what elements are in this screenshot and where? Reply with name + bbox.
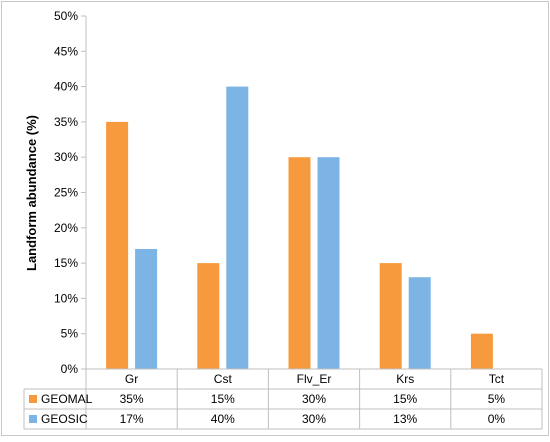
y-tick-label: 25% [54,186,78,200]
bar-geomal-flv_er [288,157,311,369]
bars [106,86,493,370]
bar-geomal-cst [197,263,220,369]
y-axis-ticks: 0% 5% 10% 15% 20% 25% 30% 35% 40% 45% 50% [54,9,87,376]
y-tick-label: 40% [54,80,78,94]
bar-geomal-gr [106,121,129,370]
data-table: Gr Cst Flv_Er Krs Tct GEOMAL 35% 15% 30% 15% 5% GEO… [23,368,543,430]
y-tick-label: 35% [54,115,78,129]
bar-geosic-krs [408,277,431,369]
bar-geomal-tct [470,333,493,369]
table-value: 30% [302,412,326,426]
table-value: 15% [393,392,417,406]
table-value: 13% [393,412,417,426]
bar-geomal-krs [379,263,402,369]
y-tick-label: 30% [54,150,78,164]
table-value: 40% [211,412,235,426]
x-category-label: Flv_Er [297,372,332,386]
table-value: 35% [120,392,144,406]
legend-label-geosic: GEOSIC [41,412,88,426]
x-category-label: Gr [125,372,138,386]
x-category-label: Krs [396,372,414,386]
table-value: 17% [120,412,144,426]
y-tick-label: 10% [54,291,78,305]
y-tick-label: 50% [54,9,78,23]
x-category-label: Cst [214,372,233,386]
bar-geosic-gr [135,248,158,369]
table-value: 0% [488,412,506,426]
x-category-label: Tct [489,372,505,386]
y-tick-label: 15% [54,256,78,270]
bar-geosic-cst [226,86,249,369]
legend-swatch-geosic [29,415,37,423]
legend-label-geomal: GEOMAL [41,392,93,406]
table-value: 30% [302,392,326,406]
y-tick-label: 0% [61,362,79,376]
y-tick-label: 20% [54,221,78,235]
bar-geosic-flv_er [317,157,340,369]
table-value: 5% [488,392,506,406]
table-value: 15% [211,392,235,406]
y-tick-label: 5% [61,327,79,341]
legend-swatch-geomal [29,395,37,403]
y-axis-label: Landform abundance (%) [24,115,39,271]
y-tick-label: 45% [54,44,78,58]
